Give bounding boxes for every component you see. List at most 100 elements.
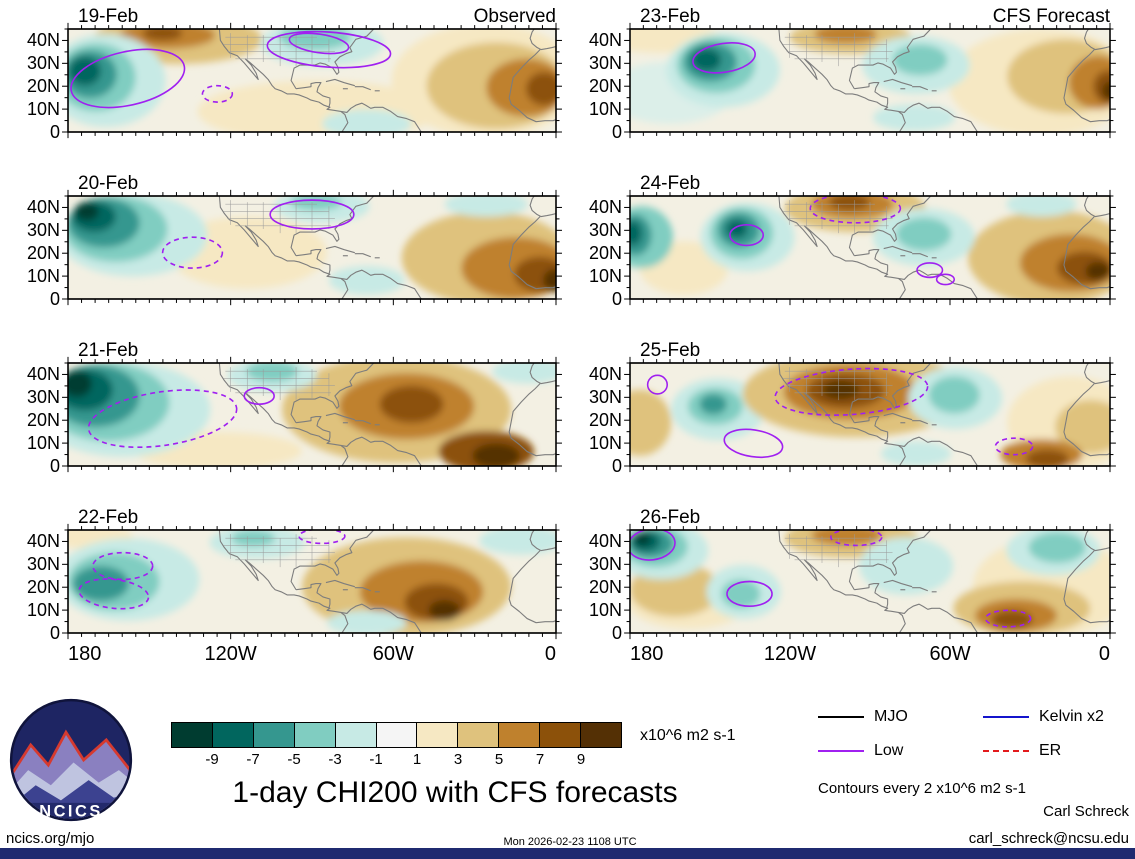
y-axis-label: 20N — [588, 577, 622, 598]
coastline — [218, 363, 556, 466]
y-axis-label: 20N — [26, 410, 60, 431]
y-axis-label: 20N — [26, 76, 60, 97]
wave-contours — [87, 386, 275, 449]
column-title: CFS Forecast — [992, 6, 1110, 27]
x-axis-label: 180 — [68, 643, 102, 665]
colorbar-segment — [294, 723, 336, 747]
y-axis-label: 20N — [588, 76, 622, 97]
legend-label: Kelvin x2 — [1039, 708, 1104, 725]
panel-header: 22-Feb — [68, 507, 556, 528]
legend-label: MJO — [874, 708, 908, 725]
x-axis-label: 180 — [630, 643, 664, 665]
coastline — [778, 363, 1110, 466]
y-axis-label: 20N — [26, 243, 60, 264]
colorbar — [171, 722, 622, 748]
y-axis-label: 0 — [611, 623, 622, 643]
y-axis-label: 20N — [588, 410, 622, 431]
author-email: carl_schreck@ncsu.edu — [968, 830, 1129, 847]
wave-legend: MJO Kelvin x2 Low ER — [818, 708, 1123, 760]
colorbar-label: -1 — [369, 751, 383, 768]
legend-item-mjo: MJO — [818, 708, 983, 726]
y-axis-label: 10N — [26, 433, 60, 454]
wave-contours — [630, 530, 1032, 628]
colorbar-label: -9 — [205, 751, 219, 768]
colorbar-label: 3 — [453, 751, 463, 768]
panel-date: 25-Feb — [640, 340, 701, 361]
panel-map-wrap: 40N 30N 20N 10N 0 — [589, 189, 1116, 308]
chi-anomaly-field — [68, 29, 556, 132]
y-axis-label: 30N — [26, 53, 60, 74]
wave-contours — [161, 199, 355, 269]
panel-map-wrap: 40N 30N 20N 10N 0 — [27, 523, 562, 642]
y-axis-label: 40N — [26, 30, 60, 51]
colorbar-segment — [172, 723, 213, 747]
map-panel-23-feb — [624, 22, 1116, 139]
y-axis-label: 0 — [49, 122, 60, 142]
y-axis-label: 20N — [26, 577, 60, 598]
tick-marks — [624, 523, 1116, 640]
y-axis-label: 10N — [588, 99, 622, 120]
y-axis-label: 10N — [588, 266, 622, 287]
x-axis-labels: 180 120W 60W 0 — [68, 643, 556, 667]
panel-map-wrap: 40N 30N 20N 10N 0 — [27, 189, 562, 308]
panel-map-wrap: 40N 30N 20N 10N 0 — [589, 523, 1116, 642]
legend-line-icon — [983, 716, 1029, 718]
colorbar-label: -3 — [328, 751, 342, 768]
panel-map-wrap: 40N 30N 20N 10N 0 — [589, 22, 1116, 141]
y-axis-label: 30N — [588, 387, 622, 408]
chi-anomaly-field — [630, 530, 1110, 633]
y-axis-label: 30N — [588, 220, 622, 241]
legend-item-er: ER — [983, 742, 1123, 760]
legend-line-icon — [983, 750, 1029, 752]
y-axis-label: 40N — [588, 197, 622, 218]
chi-anomaly-field — [68, 196, 556, 299]
panel-date: 24-Feb — [640, 173, 701, 194]
colorbar-units: x10^6 m2 s-1 — [640, 727, 736, 744]
panel-map-wrap: 40N 30N 20N 10N 0 — [27, 356, 562, 475]
panel-date: 22-Feb — [78, 507, 139, 528]
map-panel-24-feb — [624, 189, 1116, 306]
y-axis-label: 10N — [588, 600, 622, 621]
observed-column: 19-Feb Observed 40N 30N 20N 10N 0 20-Feb 40N 30N 2… — [27, 6, 562, 667]
panel-map-wrap: 40N 30N 20N 10N 0 — [27, 22, 562, 141]
panel-header: 19-Feb Observed — [68, 6, 556, 27]
colorbar-labels: -9 -7 -5 -3 -1 1 3 5 7 9 — [171, 751, 622, 769]
y-axis-label: 30N — [588, 53, 622, 74]
y-axis-label: 0 — [49, 456, 60, 476]
y-axis-label: 30N — [26, 387, 60, 408]
y-axis-label: 10N — [26, 99, 60, 120]
panel-date: 23-Feb — [640, 6, 701, 27]
colorbar-label: 9 — [576, 751, 586, 768]
panel-grid: 19-Feb Observed 40N 30N 20N 10N 0 20-Feb 40N 30N 2… — [27, 6, 1116, 667]
map-panel-26-feb — [624, 523, 1116, 640]
y-axis-label: 0 — [611, 122, 622, 142]
chi-anomaly-field — [68, 363, 556, 466]
colorbar-segment — [417, 723, 459, 747]
y-axis-label: 30N — [26, 554, 60, 575]
map-panel-22-feb — [62, 523, 562, 640]
panel-header: 23-Feb CFS Forecast — [630, 6, 1110, 27]
panel-date: 26-Feb — [640, 507, 701, 528]
coastline — [218, 29, 556, 132]
panel-date: 19-Feb — [78, 6, 139, 27]
coastline — [218, 530, 556, 633]
panel-map-wrap: 40N 30N 20N 10N 0 — [589, 356, 1116, 475]
timestamp: Mon 2026-02-23 1108 UTC — [503, 836, 637, 848]
panel-24-feb: 24-Feb 40N 30N 20N 10N 0 — [589, 173, 1116, 308]
y-axis-label: 10N — [26, 600, 60, 621]
colorbar-segment — [499, 723, 541, 747]
panel-20-feb: 20-Feb 40N 30N 20N 10N 0 — [27, 173, 562, 308]
colorbar-label: -7 — [246, 751, 260, 768]
panel-date: 21-Feb — [78, 340, 139, 361]
coastline — [778, 196, 1110, 299]
y-axis-label: 40N — [588, 531, 622, 552]
map-panel-25-feb — [624, 356, 1116, 473]
panel-header: 21-Feb — [68, 340, 556, 361]
forecast-column: 23-Feb CFS Forecast 40N 30N 20N 10N 0 24-Feb 40N… — [589, 6, 1116, 667]
logo-mountains-icon — [12, 729, 130, 819]
x-axis-label: 60W — [929, 643, 971, 665]
colorbar-segment — [540, 723, 582, 747]
chi-anomaly-field — [630, 196, 1110, 299]
wave-contours — [692, 42, 756, 74]
panel-22-feb: 22-Feb 40N 30N 20N 10N 0 — [27, 507, 562, 642]
